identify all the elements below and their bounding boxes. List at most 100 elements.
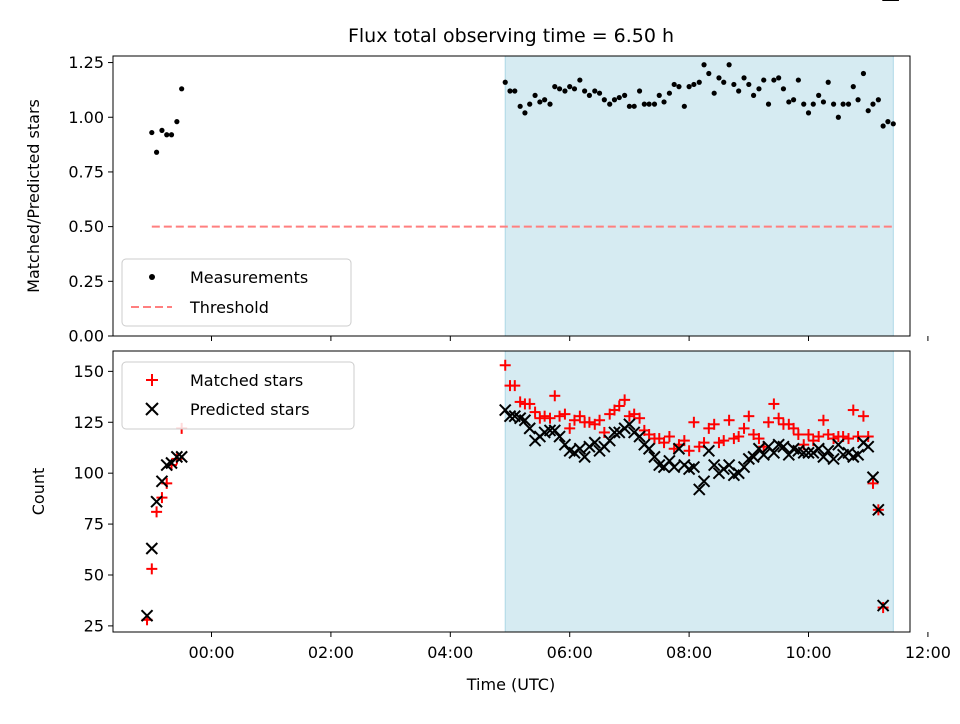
- measurement-point: [571, 86, 578, 92]
- measurement-point: [611, 97, 618, 103]
- predicted-star-point: [697, 475, 711, 488]
- measurement-point: [601, 97, 607, 103]
- measurement-point: [616, 94, 622, 101]
- measurement-point: [865, 108, 871, 114]
- measurement-point: [596, 90, 603, 96]
- predicted-star-point: [757, 448, 770, 462]
- matched-star-point: [743, 410, 755, 422]
- predicted-star-point: [827, 452, 840, 466]
- predicted-star-point: [140, 609, 154, 622]
- measurement-point: [701, 62, 707, 68]
- y-tick-label: 150: [73, 362, 104, 381]
- predicted-star-point: [707, 458, 721, 472]
- x-tick-label: 02:00: [308, 643, 354, 662]
- measurement-point: [676, 84, 682, 90]
- measurement-point: [810, 101, 816, 107]
- y-tick-label: 50: [84, 565, 104, 584]
- y-axis-ticks-top: 0.00 0.25 0.50 0.75 1.00 1.25: [68, 53, 113, 346]
- predicted-star-point: [578, 450, 591, 464]
- matched-star-point: [623, 410, 635, 422]
- measurement-point: [706, 70, 712, 77]
- measurement-point: [801, 101, 807, 107]
- matched-star-point: [768, 398, 780, 410]
- predicted-star-point: [777, 440, 790, 453]
- measurement-point: [542, 97, 548, 103]
- measurement-point: [696, 79, 702, 85]
- predicted-star-point: [145, 542, 159, 555]
- legend-marker-predicted: [145, 402, 159, 416]
- matched-star-point: [574, 410, 586, 422]
- predicted-star-point: [170, 450, 184, 464]
- predicted-star-point: [503, 409, 517, 423]
- measurement-point: [860, 70, 867, 77]
- measurement-point: [179, 86, 185, 92]
- measurement-point: [631, 103, 637, 109]
- predicted-star-point: [687, 460, 701, 474]
- measurement-point: [885, 119, 891, 125]
- measurement-point: [527, 101, 533, 107]
- legend-label-matched: Matched stars: [190, 371, 303, 390]
- matched-star-point: [847, 404, 859, 416]
- measurement-point: [646, 101, 652, 107]
- measurement-point: [816, 92, 822, 98]
- matched-star-point: [524, 398, 536, 410]
- matched-star-point: [559, 408, 571, 420]
- matched-star-point: [763, 416, 775, 428]
- matched-star-point: [514, 396, 526, 408]
- matched-star-point: [713, 437, 725, 449]
- matched-star-point: [733, 431, 745, 443]
- predicted-star-point: [573, 442, 587, 455]
- measurement-point: [825, 79, 831, 85]
- plot-frame-bottom: [112, 350, 911, 633]
- legend-box: [121, 361, 355, 430]
- legend-label-predicted: Predicted stars: [190, 400, 310, 419]
- measurement-point: [681, 103, 687, 109]
- measurement-point: [840, 101, 846, 107]
- measurement-point: [512, 88, 518, 94]
- measurement-point: [552, 84, 558, 90]
- predicted-star-point: [747, 450, 760, 464]
- x-axis-ticks-top: [211, 336, 929, 341]
- measurement-point: [622, 92, 628, 98]
- x-axis-ticks-bottom: 00:00 02:00 04:00 06:00 08:00 10:00 12:00: [188, 632, 951, 662]
- matched-star-point: [788, 422, 800, 434]
- predicted-stars-points: [140, 0, 899, 622]
- predicted-star-point: [866, 471, 880, 484]
- ratio-panel: Flux total observing time = 6.50 h 0.000…: [24, 25, 929, 346]
- matched-star-point: [738, 422, 750, 434]
- legend-label-threshold: Threshold: [189, 298, 269, 317]
- measurement-point: [835, 114, 841, 120]
- matched-star-point: [688, 416, 700, 428]
- matched-star-point: [803, 428, 815, 440]
- measurement-point: [666, 90, 673, 96]
- matched-star-point: [583, 416, 595, 428]
- measurement-point: [890, 121, 896, 127]
- measurement-point: [691, 81, 697, 88]
- measurement-point: [547, 101, 553, 107]
- predicted-star-point: [802, 446, 815, 460]
- predicted-star-point: [553, 430, 566, 443]
- observing-window-shade-bottom: [504, 350, 894, 633]
- measurement-point: [656, 92, 662, 98]
- measurement-point: [651, 101, 658, 107]
- measurement-point: [168, 132, 175, 138]
- measurement-point: [870, 101, 876, 107]
- measurement-point: [671, 81, 677, 88]
- x-tick-label: 08:00: [666, 643, 712, 662]
- matched-star-point: [857, 410, 869, 422]
- observing-window-shade-top: [504, 55, 894, 337]
- measurement-point: [716, 75, 722, 81]
- matched-star-point: [852, 431, 864, 443]
- predicted-star-point: [588, 436, 601, 449]
- matched-star-point: [151, 506, 163, 518]
- predicted-star-point: [812, 442, 825, 455]
- predicted-star-point: [518, 414, 532, 427]
- matched-star-point: [529, 406, 541, 418]
- matched-star-point: [499, 359, 511, 371]
- matched-star-point: [792, 428, 804, 440]
- count-panel: 25 50 75 100 125 150 00:00 02:00 04:00 06:00 08:0…: [29, 0, 951, 694]
- measurement-point: [582, 88, 588, 94]
- measurement-point: [850, 84, 856, 90]
- predicted-star-point: [642, 442, 656, 455]
